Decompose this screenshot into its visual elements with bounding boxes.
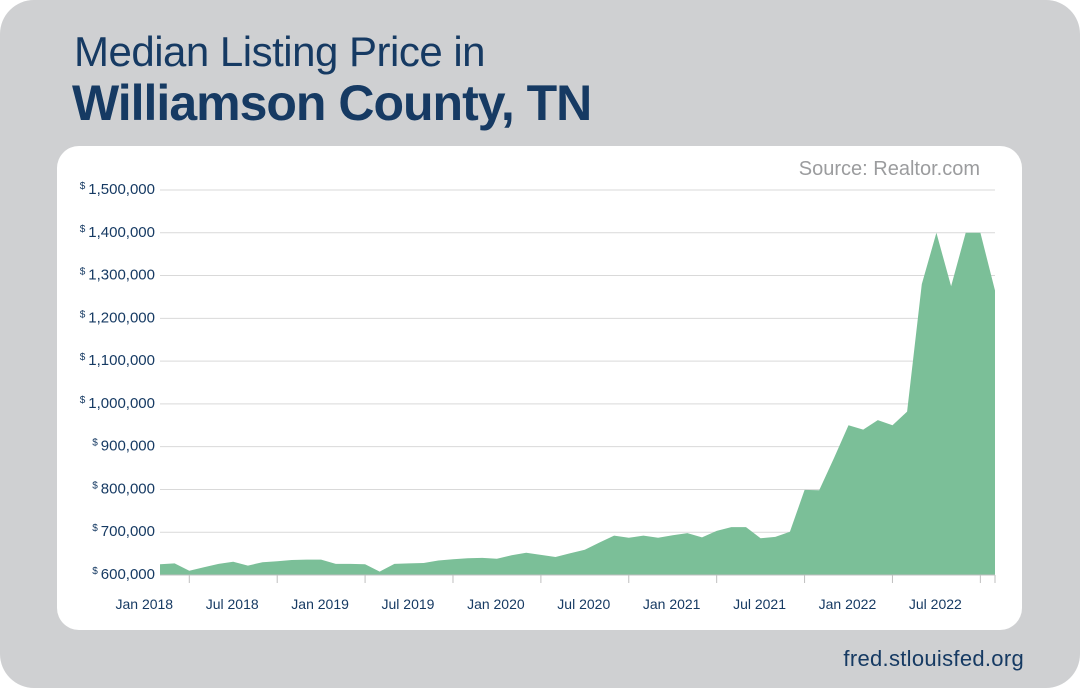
y-tick-value: 1,000,000 [88, 395, 155, 412]
grid-lines [160, 189, 995, 533]
x-tick-label: Jul 2021 [733, 596, 786, 612]
y-axis: 600,000$700,000$800,000$900,000$1,000,00… [80, 181, 155, 583]
source-label: Source: Realtor.com [798, 158, 980, 180]
x-tick-label: Jul 2018 [206, 596, 259, 612]
y-tick-value: 1,200,000 [88, 309, 155, 326]
y-tick-currency: $ [80, 309, 86, 320]
x-tick-label: Jul 2020 [557, 596, 610, 612]
y-tick-currency: $ [92, 523, 98, 534]
series-area [160, 232, 995, 576]
y-tick-label: 800,000$ [92, 480, 155, 497]
y-tick-value: 800,000 [101, 480, 155, 497]
y-tick-label: 1,500,000$ [80, 181, 155, 198]
y-tick-value: 1,100,000 [88, 352, 155, 369]
y-tick-value: 700,000 [101, 523, 155, 540]
y-tick-currency: $ [92, 566, 98, 577]
y-tick-value: 1,300,000 [88, 267, 155, 284]
chart-panel: Source: Realtor.com 600,000 $700,000 $800,… [57, 146, 1022, 630]
y-tick-label: 1,400,000$ [80, 224, 155, 241]
y-tick-value: 600,000 [101, 566, 155, 583]
x-tick-label: Jul 2022 [909, 596, 962, 612]
chart-title-line1: Median Listing Price in [74, 28, 486, 75]
y-tick-value: 900,000 [101, 438, 155, 455]
area-chart: 600,000$700,000$800,000$900,000$1,000,00… [80, 181, 996, 612]
y-tick-label: 600,000$ [92, 566, 155, 583]
x-tick-label: Jan 2018 [115, 596, 173, 612]
y-tick-currency: $ [80, 352, 86, 363]
x-axis: Jan 2018 Jul 2018 Jan 2019 Jul 2019 Jan 2020… [115, 574, 996, 612]
y-tick-label: 1,300,000$ [80, 267, 155, 284]
x-tick-label: Jan 2021 [643, 596, 701, 612]
y-tick-label: 1,100,000$ [80, 352, 155, 369]
y-tick-currency: $ [80, 395, 86, 406]
y-tick-currency: $ [92, 438, 98, 449]
y-tick-currency: $ [80, 224, 86, 235]
x-tick-label: Jan 2019 [291, 596, 349, 612]
x-tick-label: Jul 2019 [382, 596, 435, 612]
y-tick-currency: $ [80, 181, 86, 192]
y-tick-label: 1,200,000$ [80, 309, 155, 326]
footer-url: fred.stlouisfed.org [843, 646, 1024, 671]
y-tick-label: 700,000$ [92, 523, 155, 540]
y-tick-label: 900,000$ [92, 438, 155, 455]
x-tick-label: Jan 2020 [467, 596, 525, 612]
y-tick-currency: $ [80, 267, 86, 278]
y-tick-value: 1,500,000 [88, 181, 155, 198]
x-tick-label: Jan 2022 [819, 596, 877, 612]
y-tick-label: 1,000,000$ [80, 395, 155, 412]
chart-title-line2: Williamson County, TN [72, 75, 592, 131]
y-tick-value: 1,400,000 [88, 224, 155, 241]
y-tick-currency: $ [92, 480, 98, 491]
